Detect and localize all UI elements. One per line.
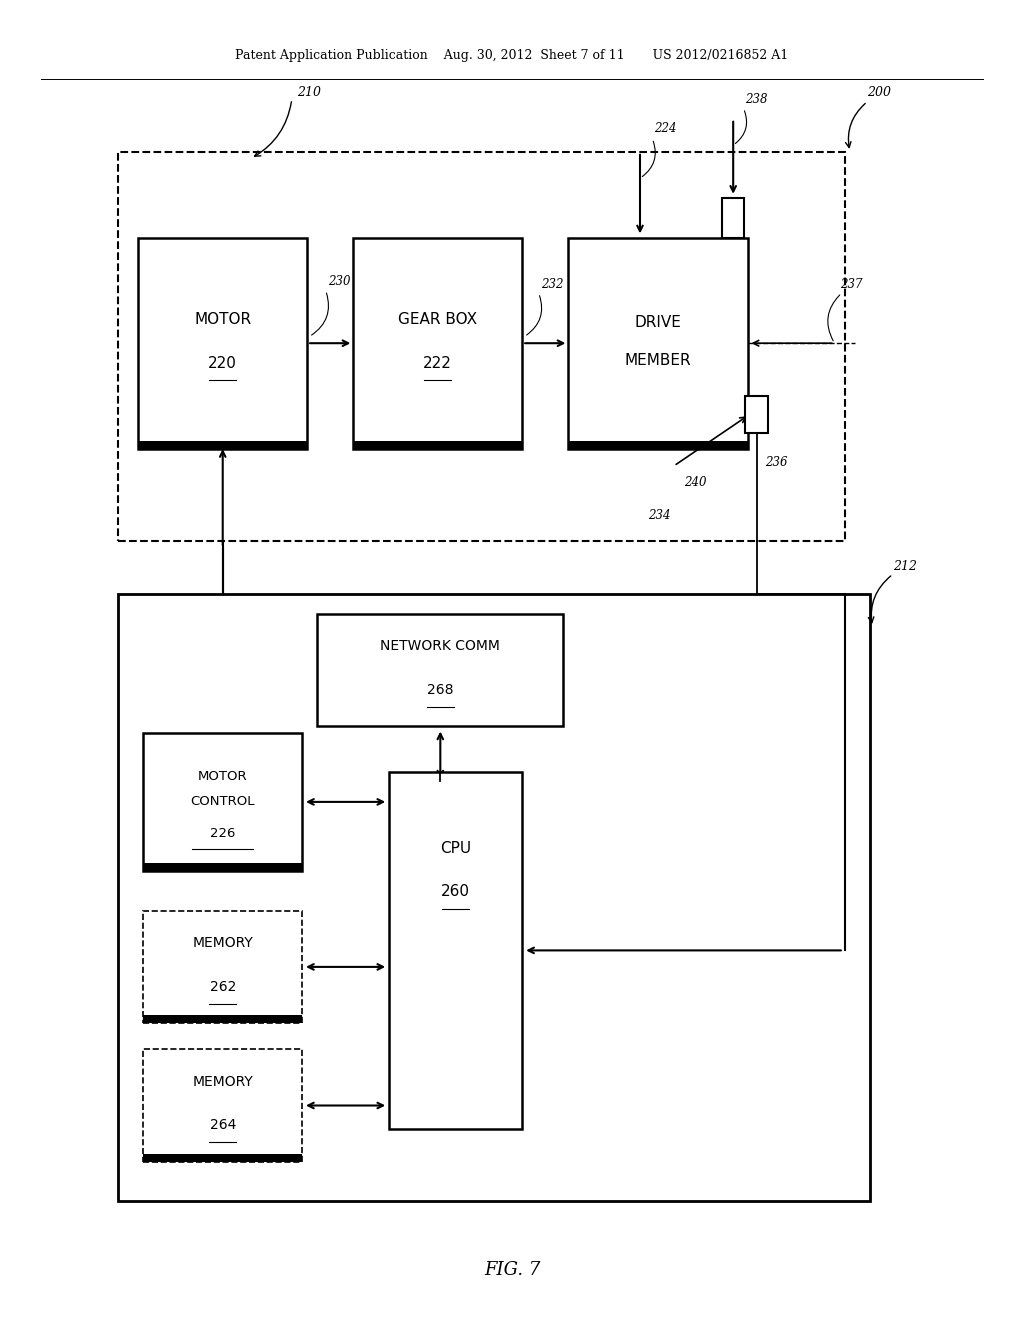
- Bar: [143, 733, 302, 871]
- Bar: [143, 863, 302, 871]
- Bar: [118, 594, 870, 1201]
- Text: NETWORK COMM: NETWORK COMM: [380, 639, 501, 653]
- Text: 237: 237: [840, 277, 862, 290]
- Text: 224: 224: [654, 121, 677, 135]
- Text: GEAR BOX: GEAR BOX: [398, 312, 477, 327]
- Text: 260: 260: [441, 884, 470, 899]
- Text: 236: 236: [765, 455, 787, 469]
- Text: 238: 238: [745, 92, 768, 106]
- Text: 232: 232: [541, 277, 563, 290]
- Bar: [722, 198, 744, 238]
- Bar: [138, 441, 307, 449]
- Text: 240: 240: [684, 475, 707, 488]
- Text: CONTROL: CONTROL: [190, 796, 255, 808]
- Bar: [138, 238, 307, 449]
- Text: DRIVE: DRIVE: [635, 314, 681, 330]
- Bar: [143, 1015, 302, 1023]
- Bar: [143, 1154, 302, 1162]
- Text: 212: 212: [893, 560, 916, 573]
- Text: CPU: CPU: [440, 841, 471, 855]
- Bar: [389, 772, 522, 1129]
- Text: 262: 262: [210, 979, 236, 994]
- Text: 264: 264: [210, 1118, 236, 1133]
- Bar: [317, 614, 563, 726]
- Text: 200: 200: [867, 86, 891, 99]
- Text: 220: 220: [208, 355, 238, 371]
- Bar: [568, 441, 748, 449]
- Text: MOTOR: MOTOR: [198, 771, 248, 784]
- Text: Patent Application Publication    Aug. 30, 2012  Sheet 7 of 11       US 2012/021: Patent Application Publication Aug. 30, …: [236, 49, 788, 62]
- Bar: [745, 396, 768, 433]
- Bar: [353, 441, 522, 449]
- Text: MOTOR: MOTOR: [195, 312, 251, 327]
- Bar: [143, 911, 302, 1023]
- Text: 210: 210: [297, 86, 321, 99]
- Text: 230: 230: [328, 275, 350, 288]
- Text: MEMORY: MEMORY: [193, 1074, 253, 1089]
- Bar: [118, 152, 845, 541]
- Bar: [568, 238, 748, 449]
- Text: 268: 268: [427, 682, 454, 697]
- Text: FIG. 7: FIG. 7: [483, 1261, 541, 1279]
- Text: 222: 222: [423, 355, 453, 371]
- Text: 226: 226: [210, 828, 236, 841]
- Text: MEMORY: MEMORY: [193, 936, 253, 950]
- Text: MEMBER: MEMBER: [625, 352, 691, 367]
- Bar: [353, 238, 522, 449]
- Bar: [143, 1049, 302, 1162]
- Text: 234: 234: [648, 508, 671, 521]
